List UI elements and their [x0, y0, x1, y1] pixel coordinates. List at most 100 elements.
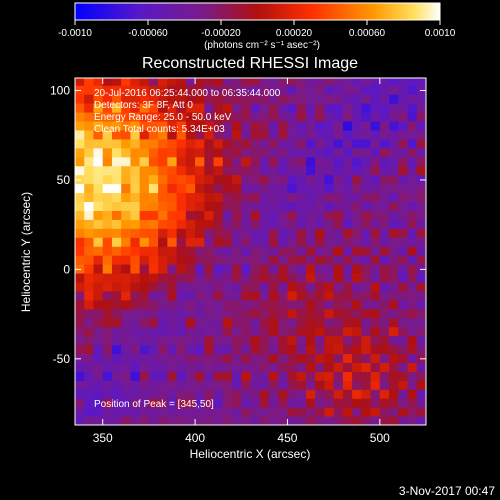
- heatmap-cell: [305, 192, 316, 203]
- heatmap-cell: [416, 183, 426, 194]
- heatmap-cell: [176, 317, 187, 328]
- heatmap-cell: [139, 174, 150, 185]
- heatmap-cell: [195, 290, 205, 301]
- heatmap-cell: [241, 156, 252, 167]
- y-axis-label: Heliocentric Y (arcsec): [19, 192, 33, 312]
- heatmap-cell: [195, 183, 205, 194]
- heatmap-cell: [250, 416, 261, 425]
- heatmap-cell: [148, 138, 159, 149]
- heatmap-cell: [130, 308, 141, 319]
- heatmap-cell: [416, 201, 426, 211]
- heatmap-cell: [148, 156, 159, 167]
- heatmap-cell: [287, 165, 298, 176]
- heatmap-cell: [158, 156, 168, 167]
- heatmap-cell: [407, 78, 418, 86]
- heatmap-cell: [278, 264, 289, 274]
- heatmap-cell: [361, 201, 372, 211]
- heatmap-cell: [213, 380, 224, 390]
- heatmap-cell: [250, 138, 261, 149]
- heatmap-cell: [352, 272, 362, 283]
- heatmap-cell: [287, 156, 298, 167]
- heatmap-cell: [361, 147, 372, 158]
- heatmap-cell: [75, 344, 85, 355]
- heatmap-cell: [121, 308, 132, 319]
- chart-title: Reconstructed RHESSI Image: [142, 55, 358, 72]
- heatmap-cell: [84, 183, 95, 194]
- heatmap-cell: [176, 201, 187, 211]
- heatmap-cell: [158, 165, 168, 176]
- heatmap-cell: [352, 174, 362, 185]
- heatmap-cell: [407, 111, 418, 122]
- heatmap-cell: [250, 264, 261, 274]
- heatmap-cell: [361, 362, 372, 372]
- heatmap-cell: [102, 174, 113, 185]
- heatmap-cell: [167, 272, 178, 283]
- heatmap-cell: [379, 335, 390, 346]
- heatmap-cell: [93, 407, 104, 417]
- heatmap-cell: [250, 210, 261, 220]
- heatmap-cell: [93, 246, 104, 256]
- heatmap-cell: [416, 237, 426, 247]
- heatmap-cell: [84, 156, 95, 167]
- heatmap-cell: [75, 416, 85, 425]
- heatmap-cell: [158, 380, 168, 390]
- heatmap-cell: [102, 353, 113, 363]
- heatmap-cell: [148, 335, 159, 346]
- heatmap-cell: [416, 138, 426, 149]
- heatmap-cell: [204, 85, 215, 95]
- heatmap-cell: [398, 344, 409, 355]
- heatmap-cell: [333, 156, 344, 167]
- heatmap-cell: [398, 398, 409, 408]
- heatmap-cell: [315, 156, 325, 167]
- heatmap-cell: [111, 138, 122, 149]
- heatmap-cell: [84, 281, 95, 292]
- heatmap-cell: [213, 353, 224, 363]
- heatmap-cell: [287, 407, 298, 417]
- heatmap-cell: [232, 353, 242, 363]
- heatmap-cell: [158, 326, 168, 337]
- heatmap-cell: [416, 255, 426, 265]
- heatmap-cell: [102, 103, 113, 113]
- heatmap-cell: [333, 94, 344, 104]
- heatmap-cell: [139, 246, 150, 256]
- heatmap-cell: [342, 335, 353, 346]
- heatmap-cell: [167, 103, 178, 113]
- heatmap-cell: [111, 156, 122, 167]
- heatmap-cell: [222, 335, 233, 346]
- heatmap-cell: [176, 416, 187, 425]
- heatmap-cell: [130, 85, 141, 95]
- x-axis-ticks: 350 400 450 500: [93, 78, 390, 445]
- heatmap-cell: [195, 272, 205, 283]
- heatmap-cell: [204, 264, 215, 274]
- heatmap-cell: [121, 138, 132, 149]
- heatmap-cell: [416, 335, 426, 346]
- heatmap-cell: [167, 219, 178, 229]
- heatmap-cell: [342, 299, 353, 310]
- heatmap-cell: [111, 326, 122, 337]
- heatmap-cell: [185, 326, 196, 337]
- heatmap-cell: [315, 272, 325, 283]
- heatmap-cell: [352, 246, 362, 256]
- heatmap-cell: [287, 201, 298, 211]
- heatmap-cell: [241, 201, 252, 211]
- heatmap-cell: [139, 147, 150, 158]
- heatmap-cell: [167, 398, 178, 408]
- heatmap-cell: [278, 147, 289, 158]
- heatmap-cell: [75, 255, 85, 265]
- heatmap-cell: [278, 138, 289, 149]
- heatmap-cell: [204, 353, 215, 363]
- heatmap-cell: [315, 299, 325, 310]
- heatmap-cell: [204, 308, 215, 319]
- heatmap-cell: [130, 165, 141, 176]
- heatmap-cell: [278, 317, 289, 328]
- heatmap-cell: [130, 156, 141, 167]
- heatmap-cell: [379, 147, 390, 158]
- heatmap-cell: [75, 219, 85, 229]
- heatmap-cell: [167, 308, 178, 319]
- heatmap-cell: [75, 371, 85, 381]
- heatmap-cell: [389, 281, 399, 292]
- heatmap-cell: [389, 94, 399, 104]
- heatmap-cell: [111, 120, 122, 131]
- heatmap-cell: [379, 111, 390, 122]
- heatmap-cell: [278, 299, 289, 310]
